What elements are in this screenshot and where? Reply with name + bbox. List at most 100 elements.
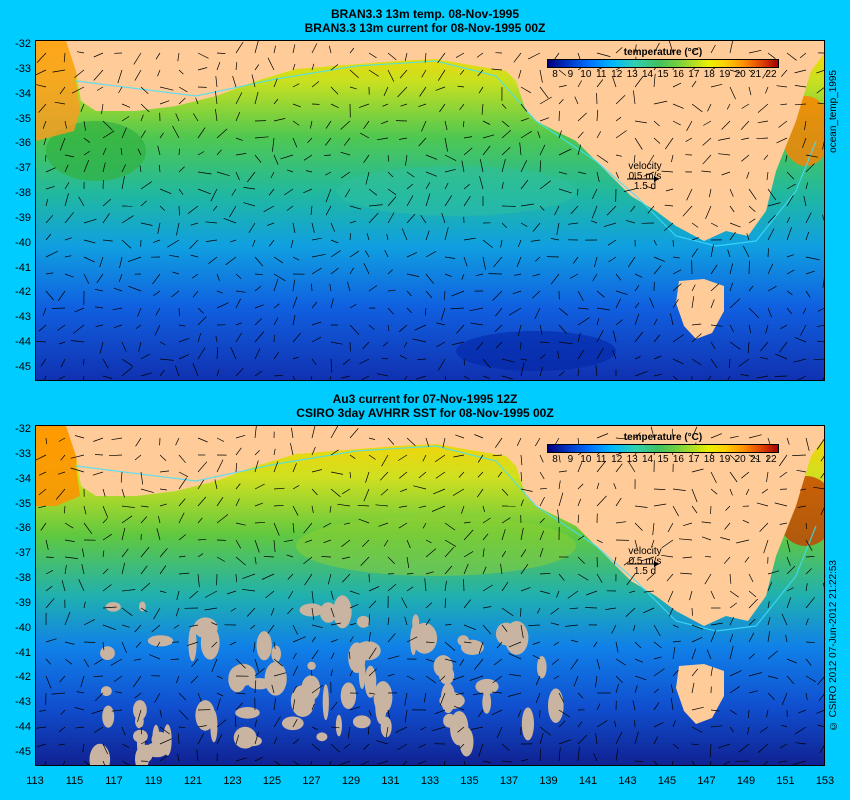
- current-vector: [596, 433, 609, 439]
- current-vector: [235, 332, 242, 343]
- current-vector: [178, 354, 190, 360]
- current-vector: [291, 427, 294, 439]
- current-vector: [43, 137, 47, 146]
- current-vector: [611, 624, 617, 634]
- current-vector: [786, 307, 792, 314]
- current-vector: [229, 641, 237, 646]
- current-vector: [820, 507, 824, 516]
- current-vector: [158, 164, 161, 173]
- current-vector: [225, 256, 237, 266]
- missing-data-patch: [340, 682, 357, 709]
- top-map-panel[interactable]: [35, 40, 825, 381]
- current-vector: [121, 624, 130, 628]
- current-vector: [444, 182, 449, 190]
- current-vector: [762, 69, 769, 79]
- current-vector: [51, 692, 66, 695]
- current-vector: [159, 358, 174, 361]
- current-vector: [536, 607, 541, 614]
- current-vector: [817, 341, 824, 343]
- current-vector: [729, 471, 738, 483]
- bottom-map-panel[interactable]: [35, 425, 825, 766]
- current-vector: [325, 137, 332, 146]
- colorbar-tick-label: 19: [719, 454, 731, 465]
- current-vector: [121, 548, 129, 558]
- current-vector: [140, 130, 146, 139]
- current-vector: [558, 69, 567, 76]
- current-vector: [786, 195, 794, 207]
- colorbar-tick-label: 19: [719, 69, 731, 80]
- current-vector: [683, 522, 693, 527]
- current-vector: [349, 670, 353, 677]
- current-vector: [311, 43, 318, 54]
- current-vector: [691, 80, 697, 88]
- current-vector: [805, 556, 815, 558]
- current-vector: [117, 69, 123, 84]
- current-vector: [216, 692, 224, 697]
- current-vector: [691, 682, 695, 694]
- current-vector: [399, 69, 408, 79]
- current-vector: [273, 352, 279, 360]
- current-vector: [532, 641, 541, 645]
- current-vector: [368, 586, 380, 592]
- current-vector: [95, 324, 104, 327]
- colorbar-tick-label: 22: [765, 454, 777, 465]
- current-vector: [729, 573, 732, 584]
- current-vector: [496, 726, 503, 739]
- current-vector: [653, 73, 656, 88]
- current-vector: [691, 222, 699, 228]
- current-vector: [216, 273, 220, 281]
- current-vector: [266, 222, 275, 226]
- current-vector: [311, 253, 326, 258]
- current-vector: [767, 601, 770, 609]
- current-vector: [590, 220, 598, 224]
- current-vector: [634, 658, 644, 663]
- current-vector: [444, 539, 457, 547]
- current-vector: [577, 721, 583, 728]
- current-vector: [341, 573, 351, 583]
- current-vector: [311, 590, 314, 604]
- current-vector: [539, 367, 543, 377]
- missing-data-patch: [100, 646, 115, 660]
- current-vector: [685, 137, 693, 142]
- current-vector: [672, 505, 680, 517]
- current-vector: [766, 471, 769, 482]
- current-vector: [729, 69, 742, 74]
- current-vector: [38, 488, 47, 496]
- current-vector: [121, 505, 135, 509]
- current-vector: [399, 488, 408, 493]
- current-vector: [724, 522, 731, 530]
- current-vector: [425, 675, 437, 684]
- current-vector: [113, 675, 123, 682]
- current-vector: [614, 720, 617, 728]
- current-vector: [368, 709, 372, 717]
- current-vector: [539, 471, 545, 480]
- current-vector: [482, 358, 491, 369]
- current-vector: [501, 624, 508, 632]
- current-vector: [615, 319, 623, 326]
- current-vector: [823, 582, 824, 588]
- current-vector: [741, 137, 750, 140]
- current-vector: [178, 337, 190, 343]
- current-vector: [517, 324, 522, 337]
- current-vector: [520, 103, 528, 112]
- current-vector: [586, 590, 598, 596]
- current-vector: [190, 675, 199, 684]
- current-vector: [70, 467, 85, 473]
- bottom-side-label: © CSIRO 2012 07-Jun-2012 21:22:53: [828, 560, 839, 732]
- current-vector: [45, 250, 58, 258]
- current-vector: [330, 267, 339, 275]
- current-vector: [738, 358, 750, 367]
- current-vector: [399, 354, 408, 360]
- current-vector: [805, 437, 810, 451]
- current-vector: [763, 760, 769, 765]
- current-vector: [501, 159, 506, 173]
- current-vector: [820, 472, 824, 479]
- current-vector: [634, 44, 637, 54]
- current-vector: [775, 353, 788, 360]
- current-vector: [664, 204, 674, 207]
- current-vector: [797, 375, 807, 380]
- current-vector: [482, 548, 485, 558]
- current-vector: [539, 590, 550, 594]
- current-vector: [558, 130, 562, 139]
- current-vector: [748, 632, 755, 643]
